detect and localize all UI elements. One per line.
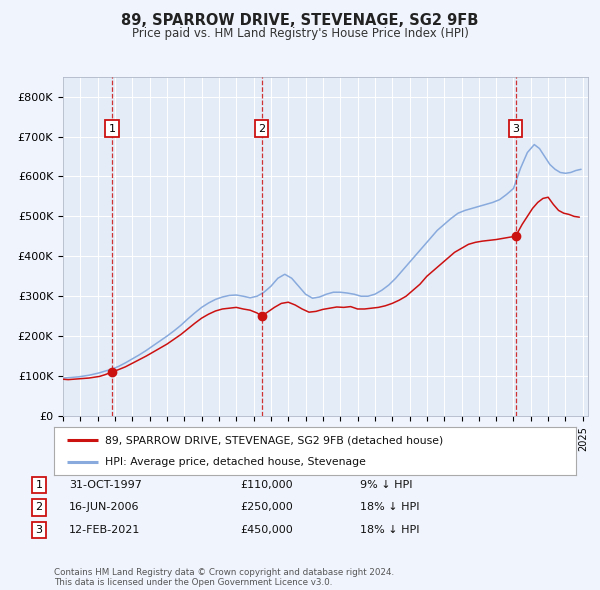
Text: 1: 1	[109, 123, 116, 133]
Text: 31-OCT-1997: 31-OCT-1997	[69, 480, 142, 490]
Text: 3: 3	[35, 525, 43, 535]
Text: 89, SPARROW DRIVE, STEVENAGE, SG2 9FB (detached house): 89, SPARROW DRIVE, STEVENAGE, SG2 9FB (d…	[105, 435, 443, 445]
Text: £250,000: £250,000	[240, 503, 293, 512]
Text: 3: 3	[512, 123, 519, 133]
Text: 16-JUN-2006: 16-JUN-2006	[69, 503, 139, 512]
Text: HPI: Average price, detached house, Stevenage: HPI: Average price, detached house, Stev…	[105, 457, 366, 467]
Text: 12-FEB-2021: 12-FEB-2021	[69, 525, 140, 535]
Text: 18% ↓ HPI: 18% ↓ HPI	[360, 525, 419, 535]
Text: 2: 2	[258, 123, 265, 133]
Text: Price paid vs. HM Land Registry's House Price Index (HPI): Price paid vs. HM Land Registry's House …	[131, 27, 469, 40]
Text: £110,000: £110,000	[240, 480, 293, 490]
Text: 18% ↓ HPI: 18% ↓ HPI	[360, 503, 419, 512]
Text: 1: 1	[35, 480, 43, 490]
Text: 9% ↓ HPI: 9% ↓ HPI	[360, 480, 413, 490]
Text: £450,000: £450,000	[240, 525, 293, 535]
Text: 2: 2	[35, 503, 43, 512]
Text: Contains HM Land Registry data © Crown copyright and database right 2024.
This d: Contains HM Land Registry data © Crown c…	[54, 568, 394, 587]
Text: 89, SPARROW DRIVE, STEVENAGE, SG2 9FB: 89, SPARROW DRIVE, STEVENAGE, SG2 9FB	[121, 13, 479, 28]
